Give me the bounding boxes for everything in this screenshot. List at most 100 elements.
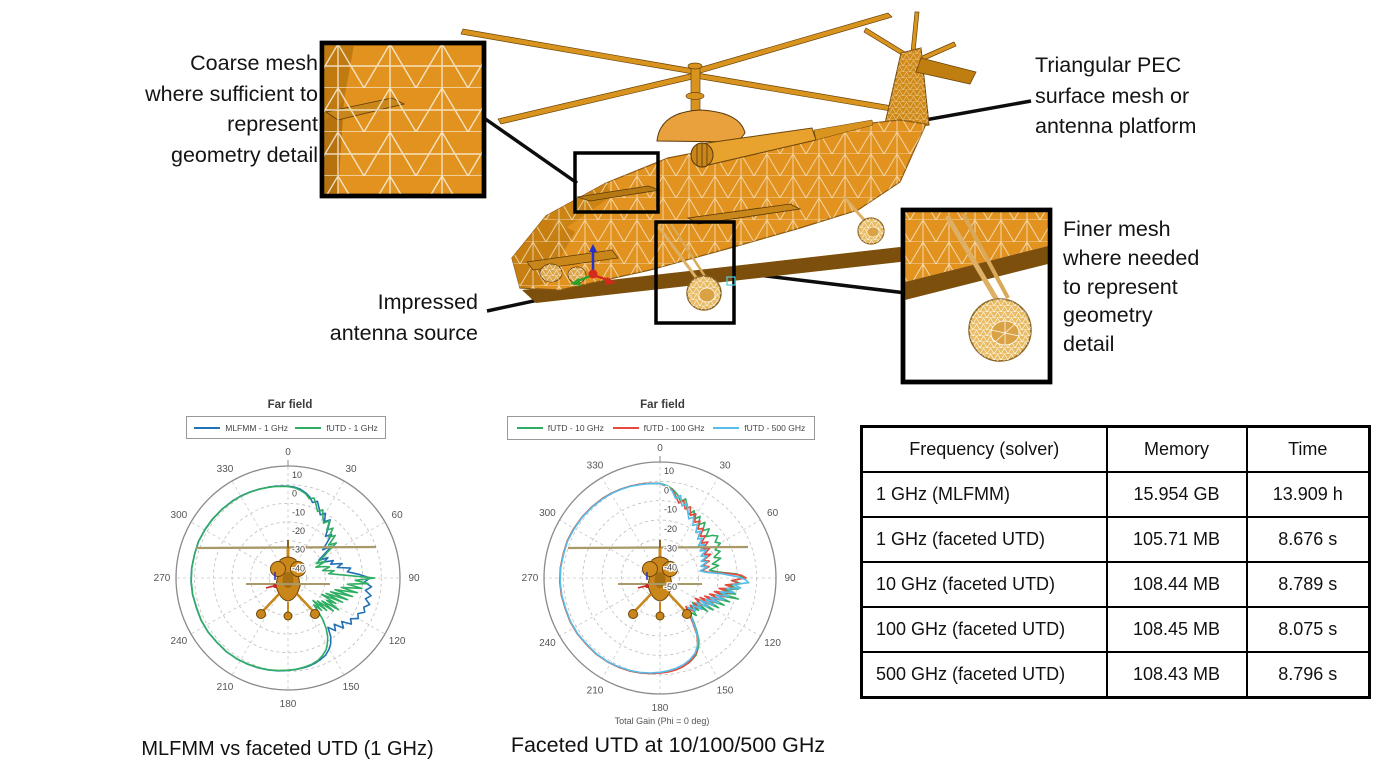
helicopter-front-view-overlay xyxy=(195,540,377,621)
main-rotor xyxy=(460,12,929,125)
legend-line-swatch xyxy=(194,426,221,429)
chart1-caption: MLFMM vs faceted UTD (1 GHz) xyxy=(141,738,434,760)
table-header-row: Frequency (solver) Memory Time xyxy=(860,425,1371,473)
table-cell: 108.43 MB xyxy=(1105,651,1248,699)
legend-item: fUTD - 10 GHz xyxy=(516,423,604,433)
series-fUTD-1-GHz xyxy=(190,485,376,672)
helicopter-front-view-overlay xyxy=(567,540,749,621)
angle-tick-label: 210 xyxy=(217,682,234,693)
radial-tick-label: -20 xyxy=(664,524,677,534)
table-cell: 8.796 s xyxy=(1245,651,1371,699)
tailplane xyxy=(915,57,977,85)
annotation-impressed-source: Impressed antenna source xyxy=(329,290,478,345)
legend-line-swatch xyxy=(295,426,322,429)
legend-item: fUTD - 500 GHz xyxy=(713,423,805,433)
legend-label: fUTD - 500 GHz xyxy=(744,423,806,433)
fuselage-mesh xyxy=(512,120,926,290)
table-cell: 8.789 s xyxy=(1245,561,1371,608)
table-row: 100 GHz (faceted UTD) 108.45 MB 8.075 s xyxy=(860,606,1371,653)
chart1-title: Far field xyxy=(267,399,313,411)
table-header-cell: Time xyxy=(1245,425,1371,473)
table-cell: 10 GHz (faceted UTD) xyxy=(860,561,1108,608)
angle-tick-label: 60 xyxy=(392,510,404,521)
source-origin-marker xyxy=(588,269,598,279)
radial-tick-label: 10 xyxy=(664,466,674,476)
coordinate-axes xyxy=(570,244,616,286)
fuselage xyxy=(511,109,927,303)
helicopter-mesh-diagram xyxy=(319,11,1053,385)
table-cell: 1 GHz (MLFMM) xyxy=(860,471,1108,518)
table-cell: 8.676 s xyxy=(1245,516,1371,563)
chart2-title: Far field xyxy=(640,399,685,411)
legend-label: fUTD - 100 GHz xyxy=(643,423,705,433)
angle-tick-label: 150 xyxy=(343,682,360,693)
series-group xyxy=(190,485,376,672)
angle-tick-label: 150 xyxy=(717,686,734,697)
angle-tick-label: 270 xyxy=(154,573,171,584)
angle-tick-label: 270 xyxy=(522,573,539,584)
angle-tick-label: 120 xyxy=(764,638,781,649)
table-cell: 15.954 GB xyxy=(1105,471,1248,518)
radial-tick-label: -10 xyxy=(292,507,305,517)
table-cell: 108.45 MB xyxy=(1105,606,1248,653)
angle-tick-label: 60 xyxy=(767,508,779,519)
radial-tick-label: -30 xyxy=(292,545,305,555)
farfield-polar-chart-futd-frequencies: 0 30 60 90 120 150 180 210 240 270 300 330 10 0 -10 -20… xyxy=(522,443,796,714)
solver-results-table: Frequency (solver) Memory Time 1 GHz (MLFM… xyxy=(860,425,1371,699)
radial-tick-label: 0 xyxy=(292,489,297,499)
keel-shadow xyxy=(522,247,918,303)
table-header-cell: Frequency (solver) xyxy=(860,425,1108,473)
callout-box-nose xyxy=(573,151,660,214)
radial-tick-label: -20 xyxy=(292,526,305,536)
table-cell: 1 GHz (faceted UTD) xyxy=(860,516,1108,563)
chart1-legend: MLFMM - 1 GHz fUTD - 1 GHz xyxy=(186,416,386,439)
radial-tick-labels: 10 0 -10 -20 -30 -40 xyxy=(291,469,307,575)
nacelle-rod xyxy=(813,119,874,141)
table-row: 1 GHz (MLFMM) 15.954 GB 13.909 h xyxy=(860,471,1371,518)
series-group xyxy=(558,482,750,675)
legend-item: MLFMM - 1 GHz xyxy=(194,423,288,433)
angle-tick-label: 30 xyxy=(719,460,731,471)
radial-tick-label: -30 xyxy=(664,543,677,553)
chart2-legend: fUTD - 10 GHz fUTD - 100 GHz fUTD - 500 GH… xyxy=(507,416,815,440)
annotation-coarse-mesh: Coarse mesh where sufficient to represen… xyxy=(145,51,318,167)
inset-coarse-mesh xyxy=(319,40,487,199)
radial-tick-label: -40 xyxy=(664,563,677,573)
angle-tick-label: 210 xyxy=(587,686,604,697)
angle-tick-label: 330 xyxy=(217,464,234,475)
radial-tick-labels: 10 0 -10 -20 -30 -40 -50 xyxy=(663,465,679,594)
table-header-cell: Memory xyxy=(1105,425,1248,473)
y-axis-arrow xyxy=(570,278,581,286)
table-row: 500 GHz (faceted UTD) 108.43 MB 8.796 s xyxy=(860,651,1371,699)
table-cell: 100 GHz (faceted UTD) xyxy=(860,606,1108,653)
legend-label: fUTD - 1 GHz xyxy=(326,422,378,433)
chart2-xlabel: Total Gain (Phi = 0 deg) xyxy=(614,716,710,726)
table-cell: 105.71 MB xyxy=(1105,516,1248,563)
legend-item: fUTD - 1 GHz xyxy=(295,422,378,433)
angle-tick-label: 330 xyxy=(587,460,604,471)
table-cell: 8.075 s xyxy=(1245,606,1371,653)
angle-tick-label: 180 xyxy=(280,699,297,710)
angle-tick-label: 0 xyxy=(285,447,291,458)
selection-marker xyxy=(726,276,736,286)
legend-item: fUTD - 100 GHz xyxy=(612,423,705,433)
chart2-caption: Faceted UTD at 10/100/500 GHz xyxy=(510,733,826,757)
radial-tick-label: -10 xyxy=(664,505,677,515)
z-axis-arrow xyxy=(589,244,597,252)
landing-gear-rear xyxy=(841,195,885,245)
angle-tick-label: 240 xyxy=(171,636,188,647)
table-cell: 108.44 MB xyxy=(1105,561,1248,608)
callout-line-coarse xyxy=(482,116,579,185)
table-row: 1 GHz (faceted UTD) 105.71 MB 8.676 s xyxy=(860,516,1371,563)
table-cell: 13.909 h xyxy=(1245,471,1371,518)
angle-tick-label: 300 xyxy=(171,510,188,521)
angle-tick-label: 180 xyxy=(652,703,669,714)
legend-label: fUTD - 10 GHz xyxy=(547,423,604,433)
legend-label: MLFMM - 1 GHz xyxy=(225,422,289,433)
annotation-triangular-pec: Triangular PEC surface mesh or antenna p… xyxy=(1035,53,1197,139)
radial-tick-label: -40 xyxy=(292,563,305,573)
radial-tick-label: 0 xyxy=(664,485,669,495)
landing-gear-front xyxy=(656,223,722,311)
angle-tick-label: 90 xyxy=(784,573,796,584)
